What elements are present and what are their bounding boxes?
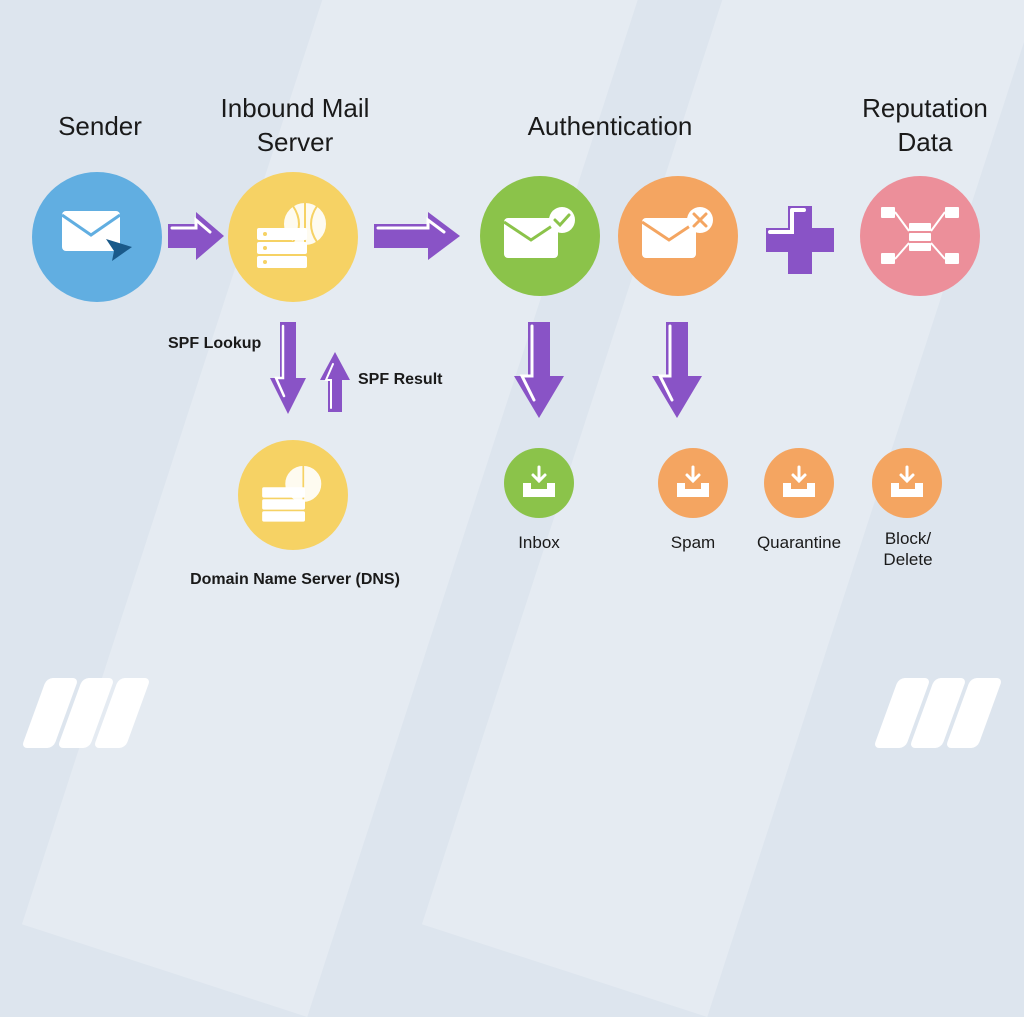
spam-node xyxy=(658,448,728,518)
block-node xyxy=(872,448,942,518)
arrow-right-icon xyxy=(372,210,462,262)
dns-node xyxy=(238,440,348,550)
block-label: Block/ Delete xyxy=(858,528,958,571)
plus-icon xyxy=(760,200,840,280)
inbox-label: Inbox xyxy=(504,532,574,553)
dns-label: Domain Name Server (DNS) xyxy=(190,570,400,590)
wave-logo-icon xyxy=(886,678,990,748)
spam-label: Spam xyxy=(658,532,728,553)
sender-node xyxy=(32,172,162,302)
wave-logo-icon xyxy=(34,678,138,748)
arrow-down-icon xyxy=(268,320,308,416)
server-globe-icon xyxy=(257,463,329,527)
arrow-down-icon xyxy=(512,320,566,420)
inbox-tray-icon xyxy=(673,465,713,501)
arrow-down-icon xyxy=(650,320,704,420)
inbound-node xyxy=(228,172,358,302)
envelope-send-icon xyxy=(58,207,136,267)
inbound-label: Inbound Mail Server xyxy=(190,92,400,160)
envelope-x-icon xyxy=(638,206,718,266)
reputation-node xyxy=(860,176,980,296)
auth-label: Authentication xyxy=(500,110,720,144)
inbox-tray-icon xyxy=(519,465,559,501)
spf-result-label: SPF Result xyxy=(358,370,442,390)
quarantine-label: Quarantine xyxy=(749,532,849,553)
server-globe-icon xyxy=(251,200,335,274)
spf-lookup-label: SPF Lookup xyxy=(168,334,261,354)
quarantine-node xyxy=(764,448,834,518)
auth-pass-node xyxy=(480,176,600,296)
inbox-tray-icon xyxy=(887,465,927,501)
arrow-right-icon xyxy=(166,210,226,262)
inbox-node xyxy=(504,448,574,518)
network-db-icon xyxy=(877,201,963,271)
envelope-check-icon xyxy=(500,206,580,266)
inbox-tray-icon xyxy=(779,465,819,501)
sender-label: Sender xyxy=(40,110,160,144)
reputation-label: Reputation Data xyxy=(840,92,1010,160)
auth-fail-node xyxy=(618,176,738,296)
arrow-up-icon xyxy=(318,350,352,414)
